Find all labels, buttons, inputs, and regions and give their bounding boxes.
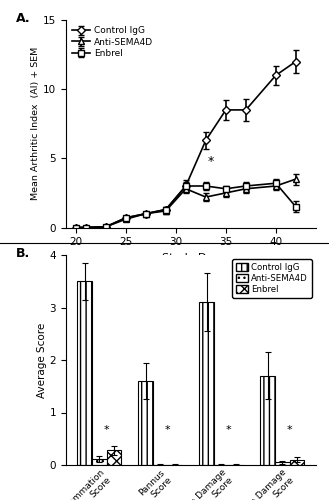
Text: B.: B. bbox=[16, 246, 30, 260]
Bar bbox=[260, 376, 275, 465]
Text: A.: A. bbox=[16, 12, 30, 24]
Y-axis label: Mean Arthritic Index  (AI) + SEM: Mean Arthritic Index (AI) + SEM bbox=[31, 47, 40, 201]
Bar bbox=[199, 302, 214, 465]
Y-axis label: Average Score: Average Score bbox=[37, 322, 47, 398]
Bar bbox=[275, 462, 290, 465]
Legend: Control IgG, Anti-SEMA4D, Enbrel: Control IgG, Anti-SEMA4D, Enbrel bbox=[232, 260, 312, 298]
Text: *: * bbox=[104, 424, 110, 434]
Text: *: * bbox=[287, 424, 292, 434]
Text: *: * bbox=[165, 424, 170, 434]
Bar bbox=[139, 381, 153, 465]
Bar bbox=[92, 458, 107, 465]
Legend: Control IgG, Anti-SEMA4D, Enbrel: Control IgG, Anti-SEMA4D, Enbrel bbox=[70, 24, 155, 59]
Bar bbox=[107, 450, 121, 465]
X-axis label: Study Day: Study Day bbox=[162, 253, 220, 263]
Text: *: * bbox=[208, 155, 214, 168]
Text: *: * bbox=[226, 424, 231, 434]
Bar bbox=[77, 281, 92, 465]
Bar bbox=[290, 460, 304, 465]
